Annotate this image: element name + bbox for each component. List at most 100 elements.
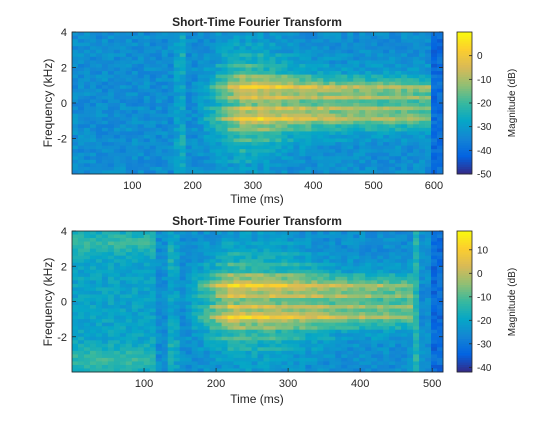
heatmap-cell [162,128,168,132]
heatmap-cell [389,36,395,40]
heatmap-cell [174,231,180,235]
heatmap-cell [395,270,401,274]
heatmap-cell [96,163,102,167]
heatmap-cell [150,231,156,235]
heatmap-cell [96,351,102,355]
heatmap-cell [192,259,198,263]
heatmap-cell [102,68,108,72]
heatmap-cell [287,277,293,281]
heatmap-cell [240,323,246,327]
heatmap-cell [335,266,341,270]
heatmap-cell [275,294,281,298]
heatmap-cell [413,333,419,337]
heatmap-cell [347,333,353,337]
heatmap-cell [305,284,311,288]
heatmap-cell [162,326,168,330]
heatmap-cell [263,249,269,253]
heatmap-cell [186,305,192,309]
heatmap-cell [192,235,198,239]
heatmap-cell [210,131,216,135]
heatmap-cell [311,294,317,298]
heatmap-cell [281,231,287,235]
heatmap-cell [156,36,162,40]
heatmap-cell [341,85,347,89]
heatmap-cell [353,323,359,327]
heatmap-cell [132,280,138,284]
heatmap-cell [234,107,240,111]
heatmap-cell [180,235,186,239]
heatmap-cell [150,163,156,167]
heatmap-cell [263,284,269,288]
heatmap-cell [377,114,383,118]
heatmap-cell [186,110,192,114]
heatmap-cell [150,263,156,267]
heatmap-cell [341,333,347,337]
heatmap-cell [365,298,371,302]
heatmap-cell [198,277,204,281]
heatmap-cell [168,82,174,86]
heatmap-cell [389,64,395,68]
heatmap-cell [407,121,413,125]
heatmap-cell [341,46,347,50]
heatmap-cell [162,280,168,284]
heatmap-cell [281,160,287,164]
heatmap-cell [252,103,258,107]
heatmap-cell [359,277,365,281]
heatmap-cell [144,114,150,118]
heatmap-cell [383,302,389,306]
heatmap-cell [120,68,126,72]
heatmap-cell [347,68,353,72]
heatmap-cell [120,316,126,320]
heatmap-cell [311,43,317,47]
heatmap-cell [198,319,204,323]
heatmap-cell [263,298,269,302]
heatmap-cell [425,249,431,253]
heatmap-cell [144,330,150,334]
heatmap-cell [174,36,180,40]
heatmap-cell [126,78,132,82]
heatmap-cell [234,242,240,246]
heatmap-cell [293,107,299,111]
heatmap-cell [150,273,156,277]
heatmap-cell [269,96,275,100]
heatmap-cell [162,273,168,277]
heatmap-cell [186,337,192,341]
heatmap-cell [138,142,144,146]
heatmap-cell [353,333,359,337]
heatmap-cell [263,280,269,284]
heatmap-cell [347,85,353,89]
heatmap-cell [353,36,359,40]
heatmap-cell [353,231,359,235]
heatmap-cell [126,99,132,103]
heatmap-cell [377,103,383,107]
heatmap-cell [419,32,425,36]
heatmap-cell [258,287,264,291]
heatmap-cell [114,323,120,327]
heatmap-cell [180,291,186,295]
heatmap-cell [299,294,305,298]
heatmap-cell [186,156,192,160]
heatmap-cell [138,156,144,160]
heatmap-cell [365,149,371,153]
heatmap-cell [371,75,377,79]
heatmap-cell [341,114,347,118]
heatmap-cell [293,160,299,164]
heatmap-cell [383,85,389,89]
heatmap-cell [258,249,264,253]
heatmap-cell [114,57,120,61]
heatmap-cell [228,231,234,235]
heatmap-cell [72,32,78,36]
heatmap-cell [144,316,150,320]
heatmap-cell [186,259,192,263]
heatmap-cell [144,302,150,306]
heatmap-cell [246,294,252,298]
heatmap-cell [293,354,299,358]
heatmap-cell [419,284,425,288]
heatmap-cell [234,347,240,351]
heatmap-cell [228,156,234,160]
heatmap-cell [395,291,401,295]
heatmap-cell [341,319,347,323]
heatmap-cell [383,131,389,135]
heatmap-cell [126,82,132,86]
heatmap-cell [72,291,78,295]
